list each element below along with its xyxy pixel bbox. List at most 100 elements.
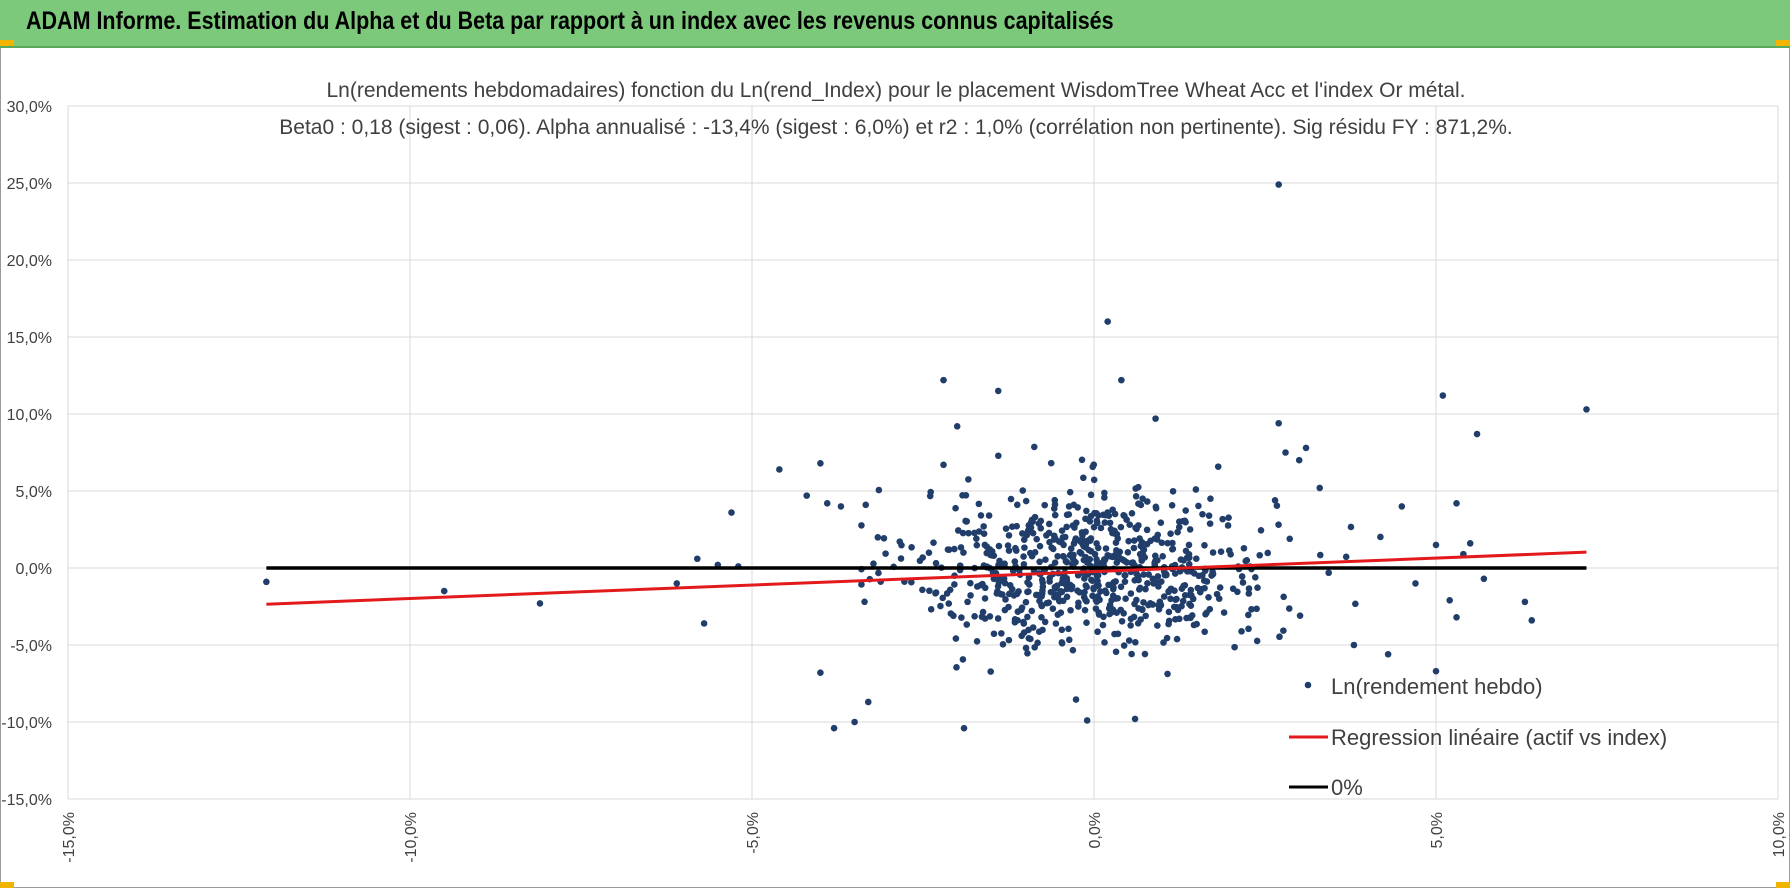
data-point — [1120, 642, 1128, 649]
data-point — [1029, 529, 1037, 537]
data-point — [1174, 528, 1181, 536]
data-point — [1136, 584, 1144, 592]
data-point — [980, 523, 987, 530]
data-point — [1155, 583, 1162, 590]
legend-label-points: Ln(rendement hebdo) — [1331, 674, 1543, 699]
data-point — [263, 578, 270, 586]
data-point — [985, 512, 993, 519]
data-point — [1253, 637, 1261, 645]
data-point — [1138, 557, 1146, 564]
data-point — [1094, 628, 1101, 636]
data-point — [973, 535, 980, 543]
data-point — [1103, 589, 1110, 597]
banner-title: ADAM Informe. Estimation du Alpha et du … — [26, 7, 1114, 35]
data-point — [1013, 501, 1021, 509]
data-point — [861, 598, 868, 606]
data-point — [1135, 605, 1142, 612]
data-point — [1002, 525, 1010, 532]
y-tick-label: 15,0% — [7, 330, 52, 347]
data-point — [1188, 592, 1195, 599]
data-point — [1105, 581, 1112, 589]
data-point — [1024, 613, 1031, 621]
data-point — [1127, 590, 1135, 597]
data-point — [1045, 520, 1053, 528]
data-point — [1079, 531, 1086, 539]
data-point — [1038, 592, 1045, 600]
data-point — [1213, 590, 1221, 598]
data-point — [1093, 598, 1101, 605]
data-point — [1022, 644, 1030, 652]
data-point — [1045, 599, 1053, 606]
data-point — [1167, 530, 1174, 538]
data-point — [1145, 601, 1152, 609]
title-banner: ADAM Informe. Estimation du Alpha et du … — [0, 0, 1790, 48]
data-point — [995, 452, 1002, 460]
data-point — [1018, 604, 1026, 611]
data-point — [1104, 318, 1111, 325]
data-point — [1245, 590, 1253, 597]
data-point — [1046, 574, 1054, 582]
data-point — [1083, 717, 1091, 724]
data-point — [1036, 558, 1043, 566]
data-point — [999, 641, 1007, 648]
data-point — [1137, 616, 1144, 623]
data-point — [1583, 406, 1590, 413]
x-tick-label: -10,0% — [403, 812, 420, 863]
legend-label-regression: Regression linéaire (actif vs index) — [1331, 725, 1667, 750]
data-point — [1097, 560, 1104, 567]
data-point — [1021, 544, 1028, 551]
data-point — [1165, 608, 1173, 616]
data-point — [1238, 628, 1245, 635]
data-point — [1181, 592, 1189, 599]
data-point — [1002, 596, 1009, 603]
data-point — [1082, 596, 1089, 604]
data-point — [700, 620, 708, 627]
data-point — [1100, 613, 1107, 621]
data-point — [1190, 621, 1198, 629]
data-point — [1132, 639, 1139, 646]
data-point — [1186, 526, 1194, 533]
data-point — [1316, 484, 1324, 492]
corner-marker — [0, 40, 14, 46]
data-point — [908, 543, 915, 551]
data-point — [1528, 617, 1536, 624]
data-point — [874, 534, 882, 541]
data-point — [1020, 629, 1028, 636]
data-point — [963, 518, 970, 525]
data-point — [1076, 548, 1084, 556]
data-point — [1248, 605, 1255, 613]
data-point — [1035, 520, 1043, 527]
data-point — [1219, 515, 1226, 523]
data-point — [994, 583, 1002, 590]
data-point — [1063, 575, 1071, 582]
data-point — [1164, 539, 1171, 547]
data-point — [1105, 512, 1113, 519]
data-point — [1007, 495, 1015, 503]
data-point — [1125, 637, 1133, 644]
data-point — [1058, 639, 1066, 647]
data-point — [1024, 588, 1031, 596]
corner-marker — [1776, 882, 1790, 888]
tick-labels: 30,0% 25,0% 20,0% 15,0% 10,0% 5,0% 0,0% -5,0% -1… — [1, 99, 1788, 863]
data-point — [1214, 463, 1222, 470]
data-point — [1169, 539, 1176, 547]
data-point — [1285, 605, 1293, 612]
data-point — [1352, 600, 1359, 608]
data-point — [951, 581, 958, 588]
data-point — [1201, 628, 1208, 636]
data-point — [1066, 488, 1074, 496]
data-point — [1125, 537, 1132, 545]
data-point — [1081, 606, 1089, 614]
data-point — [776, 466, 783, 473]
data-point — [1144, 580, 1151, 587]
data-point — [1054, 552, 1061, 560]
data-point — [1106, 604, 1114, 612]
data-point — [967, 592, 974, 599]
data-point — [1101, 494, 1108, 501]
data-point — [1038, 614, 1045, 621]
data-point — [1026, 581, 1033, 588]
data-point — [1091, 550, 1099, 558]
data-point — [1137, 501, 1145, 509]
data-point — [1055, 591, 1062, 599]
data-point — [1473, 430, 1481, 438]
